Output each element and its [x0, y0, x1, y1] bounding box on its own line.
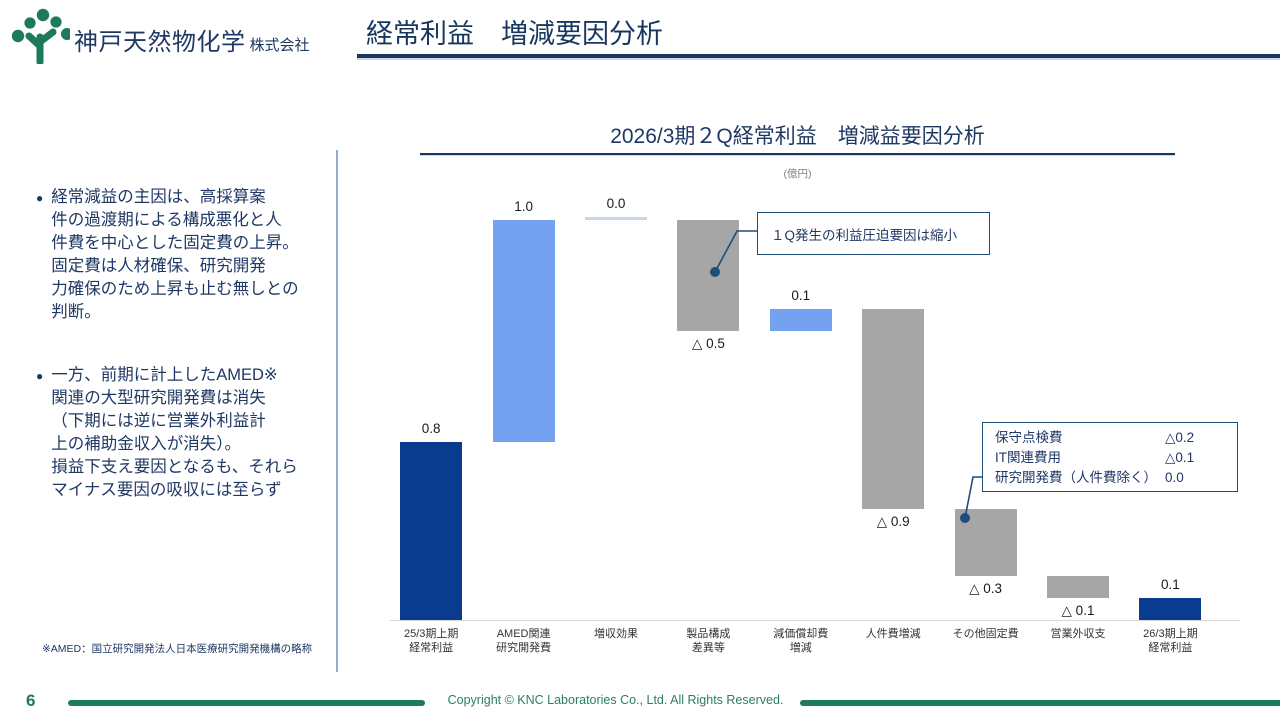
- company-name-main: 神戸天然物化学: [74, 29, 246, 56]
- callout-row-label: 保守点検費: [995, 430, 1063, 445]
- bullet-text: 一方、前期に計上したAMED※ 関連の大型研究開発費は消失 （下期には逆に営業外…: [51, 366, 298, 499]
- bar-value-label: 0.8: [421, 421, 441, 437]
- bar-value-label: △ 0.9: [876, 514, 910, 529]
- x-axis-category: 25/3期上期 経常利益: [403, 628, 459, 654]
- x-axis-line: [390, 620, 1240, 621]
- chart-unit-label: (億円): [783, 168, 812, 180]
- company-name: 神戸天然物化学 株式会社: [74, 22, 310, 57]
- slide-title: 経常利益 増減要因分析: [366, 19, 663, 49]
- footer-accent-bar-right: [800, 700, 1280, 706]
- x-axis-category: 減価償却費 増減: [773, 628, 829, 654]
- callout-row: IT関連費用 △0.1: [995, 448, 1227, 468]
- waterfall-bar-5: [862, 309, 925, 509]
- callout-row-value: △0.1: [1165, 450, 1195, 465]
- bullet-item: ● 経常減益の主因は、高採算案 件の過渡期による構成悪化と人 件費を中心とした固…: [36, 186, 342, 324]
- bar-value-label: 0.1: [791, 288, 811, 304]
- x-axis-category: 人件費増減: [865, 628, 921, 640]
- waterfall-bar-1: [492, 220, 555, 443]
- bar-value-label: 1.0: [514, 199, 533, 215]
- x-axis-category: AMED関連 研究開発費: [496, 628, 552, 654]
- waterfall-bar-2: [585, 217, 647, 221]
- waterfall-bar-8: [1139, 597, 1202, 620]
- waterfall-bar-4: [769, 309, 832, 332]
- amed-footnote: ※AMED：国立研究開発法人日本医療研究開発機構の略称: [42, 643, 313, 655]
- callout-row: 研究開発費（人件費除く） 0.0: [995, 468, 1227, 488]
- callout-row-label: IT関連費用: [995, 450, 1061, 465]
- callout-box-fixed-cost-breakdown: 保守点検費 △0.2 IT関連費用 △0.1 研究開発費（人件費除く） 0.0: [982, 422, 1238, 492]
- company-name-suffix: 株式会社: [249, 37, 310, 54]
- footer-accent-bar-left: [68, 700, 425, 706]
- x-axis-category: 増収効果: [593, 628, 638, 640]
- bullet-marker-icon: ●: [36, 191, 44, 205]
- page-number: 6: [26, 691, 36, 710]
- chart-title: 2026/3期２Q経常利益 増減益要因分析: [610, 125, 985, 148]
- bar-value-label: 0.1: [1161, 576, 1180, 592]
- bullet-marker-icon: ●: [36, 369, 44, 383]
- header-underline: [357, 54, 1280, 58]
- bar-value-label: △ 0.5: [691, 336, 725, 352]
- bullet-item: ● 一方、前期に計上したAMED※ 関連の大型研究開発費は消失 （下期には逆に営…: [36, 364, 342, 502]
- waterfall-bar-6: [954, 509, 1017, 576]
- bar-value-label: △ 0.3: [969, 580, 1003, 596]
- bar-value-label: △ 0.1: [1061, 602, 1095, 618]
- copyright-text: Copyright © KNC Laboratories Co., Ltd. A…: [447, 693, 784, 707]
- company-logo-tree-icon: [11, 8, 70, 64]
- waterfall-bar-0: [400, 442, 463, 620]
- x-axis-category: その他固定費: [952, 628, 1019, 640]
- x-axis-category: 26/3期上期 経常利益: [1143, 628, 1198, 654]
- bar-value-label: 0.0: [606, 196, 626, 212]
- waterfall-bar-3: [677, 220, 740, 332]
- callout-row-value: 0.0: [1165, 470, 1184, 485]
- commentary-panel: ● 経常減益の主因は、高採算案 件の過渡期による構成悪化と人 件費を中心とした固…: [36, 186, 342, 542]
- x-axis-category: 製品構成 差異等: [686, 628, 731, 654]
- bullet-text: 経常減益の主因は、高採算案 件の過渡期による構成悪化と人 件費を中心とした固定費…: [51, 188, 299, 321]
- callout-row-value: △0.2: [1165, 430, 1195, 445]
- vertical-divider: [336, 150, 338, 672]
- x-axis-category: 営業外収支: [1050, 628, 1106, 640]
- callout-text: １Q発生の利益圧迫要因は縮小: [771, 227, 958, 243]
- callout-row-label: 研究開発費（人件費除く）: [995, 470, 1157, 485]
- callout-row: 保守点検費 △0.2: [995, 428, 1227, 448]
- waterfall-bar-7: [1047, 575, 1109, 598]
- callout-box-1q-factor: １Q発生の利益圧迫要因は縮小: [757, 212, 990, 255]
- chart-title-underline: [420, 153, 1175, 155]
